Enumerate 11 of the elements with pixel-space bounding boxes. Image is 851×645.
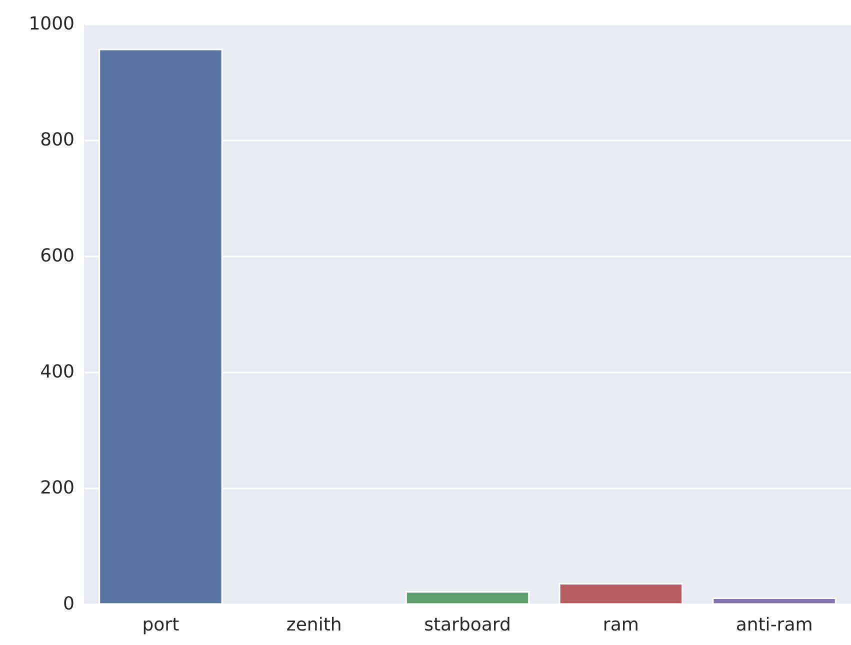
- y-tick-label: 1000: [28, 14, 74, 34]
- y-tick-label: 200: [40, 478, 74, 498]
- x-tick-label: anti-ram: [736, 614, 813, 636]
- x-tick-label: ram: [602, 614, 639, 636]
- x-tick-label: port: [142, 614, 180, 636]
- y-tick-label: 600: [40, 246, 74, 266]
- x-tick-label: zenith: [286, 614, 342, 636]
- y-tick-label: 0: [63, 594, 74, 614]
- y-tick-label: 400: [40, 362, 74, 382]
- y-tick-label: 800: [40, 130, 74, 150]
- x-tick-label: starboard: [424, 614, 511, 636]
